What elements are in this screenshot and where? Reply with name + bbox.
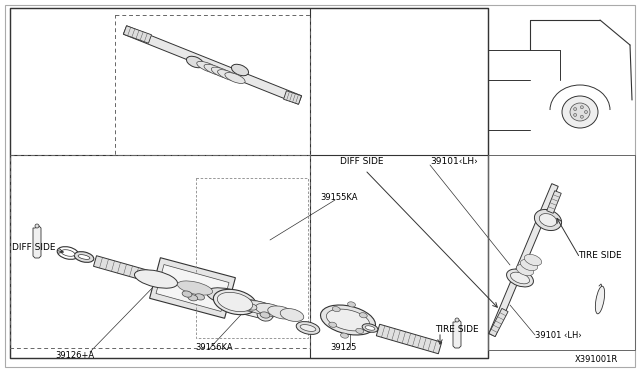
- Ellipse shape: [595, 286, 605, 314]
- Polygon shape: [489, 184, 558, 336]
- Ellipse shape: [195, 294, 205, 300]
- Ellipse shape: [218, 70, 239, 81]
- Ellipse shape: [356, 328, 364, 333]
- Ellipse shape: [296, 321, 320, 334]
- Ellipse shape: [321, 305, 376, 335]
- Ellipse shape: [562, 96, 598, 128]
- Ellipse shape: [570, 103, 590, 121]
- Ellipse shape: [580, 106, 583, 109]
- Polygon shape: [124, 26, 152, 43]
- Ellipse shape: [182, 291, 192, 297]
- Bar: [10, 155, 310, 348]
- Ellipse shape: [520, 259, 538, 270]
- Text: DIFF SIDE: DIFF SIDE: [12, 243, 56, 251]
- Ellipse shape: [516, 264, 534, 276]
- Polygon shape: [238, 297, 270, 320]
- Bar: [10, 8, 488, 358]
- Ellipse shape: [204, 64, 226, 76]
- Polygon shape: [453, 320, 461, 348]
- Polygon shape: [93, 256, 157, 283]
- Ellipse shape: [540, 214, 557, 227]
- Ellipse shape: [218, 292, 253, 312]
- Text: 39155KA: 39155KA: [320, 193, 358, 202]
- Polygon shape: [376, 324, 442, 354]
- Ellipse shape: [207, 288, 250, 306]
- Ellipse shape: [134, 270, 177, 288]
- Ellipse shape: [230, 298, 266, 312]
- Polygon shape: [33, 226, 41, 258]
- Ellipse shape: [348, 302, 355, 307]
- Ellipse shape: [280, 308, 304, 321]
- Ellipse shape: [259, 307, 277, 317]
- Ellipse shape: [573, 113, 577, 116]
- Ellipse shape: [332, 307, 340, 312]
- Ellipse shape: [260, 312, 270, 318]
- Ellipse shape: [362, 324, 378, 332]
- Bar: [115, 15, 310, 155]
- Ellipse shape: [74, 251, 94, 262]
- Text: DIFF SIDE: DIFF SIDE: [340, 157, 383, 167]
- Text: TIRE SIDE: TIRE SIDE: [435, 326, 479, 334]
- Polygon shape: [284, 91, 301, 104]
- Ellipse shape: [228, 296, 246, 304]
- Ellipse shape: [232, 64, 248, 76]
- Ellipse shape: [243, 301, 275, 314]
- Bar: [196, 178, 308, 338]
- Ellipse shape: [524, 254, 541, 266]
- Ellipse shape: [61, 250, 75, 256]
- Polygon shape: [156, 264, 229, 311]
- Ellipse shape: [329, 322, 337, 327]
- Ellipse shape: [584, 110, 588, 113]
- Ellipse shape: [225, 73, 245, 83]
- Ellipse shape: [455, 318, 459, 322]
- Text: TIRE SIDE: TIRE SIDE: [578, 250, 621, 260]
- Ellipse shape: [213, 289, 257, 315]
- Ellipse shape: [268, 306, 294, 319]
- Ellipse shape: [188, 295, 198, 301]
- Ellipse shape: [507, 269, 533, 287]
- Ellipse shape: [359, 313, 367, 318]
- Text: 39101‹LH›: 39101‹LH›: [430, 157, 477, 167]
- Ellipse shape: [57, 247, 79, 259]
- Ellipse shape: [300, 325, 316, 331]
- Polygon shape: [547, 191, 561, 213]
- Text: 39156KA: 39156KA: [195, 343, 232, 353]
- Ellipse shape: [580, 115, 583, 118]
- Ellipse shape: [257, 309, 273, 321]
- Ellipse shape: [573, 108, 577, 110]
- Ellipse shape: [196, 61, 220, 73]
- Text: X391001R: X391001R: [575, 356, 618, 365]
- Ellipse shape: [365, 326, 375, 330]
- Ellipse shape: [340, 333, 348, 338]
- Bar: [488, 155, 635, 350]
- Ellipse shape: [177, 281, 212, 295]
- Ellipse shape: [186, 56, 204, 68]
- Ellipse shape: [326, 309, 369, 331]
- Ellipse shape: [247, 304, 257, 310]
- Polygon shape: [489, 308, 508, 337]
- Ellipse shape: [511, 272, 529, 284]
- Ellipse shape: [211, 67, 233, 78]
- Ellipse shape: [78, 255, 90, 259]
- Ellipse shape: [35, 224, 39, 228]
- Text: 39125: 39125: [330, 343, 356, 353]
- Text: 39101 ‹LH›: 39101 ‹LH›: [535, 330, 582, 340]
- Polygon shape: [124, 26, 301, 104]
- Ellipse shape: [534, 209, 561, 231]
- Polygon shape: [150, 258, 236, 318]
- Text: 39126+A: 39126+A: [55, 350, 94, 359]
- Ellipse shape: [255, 303, 285, 317]
